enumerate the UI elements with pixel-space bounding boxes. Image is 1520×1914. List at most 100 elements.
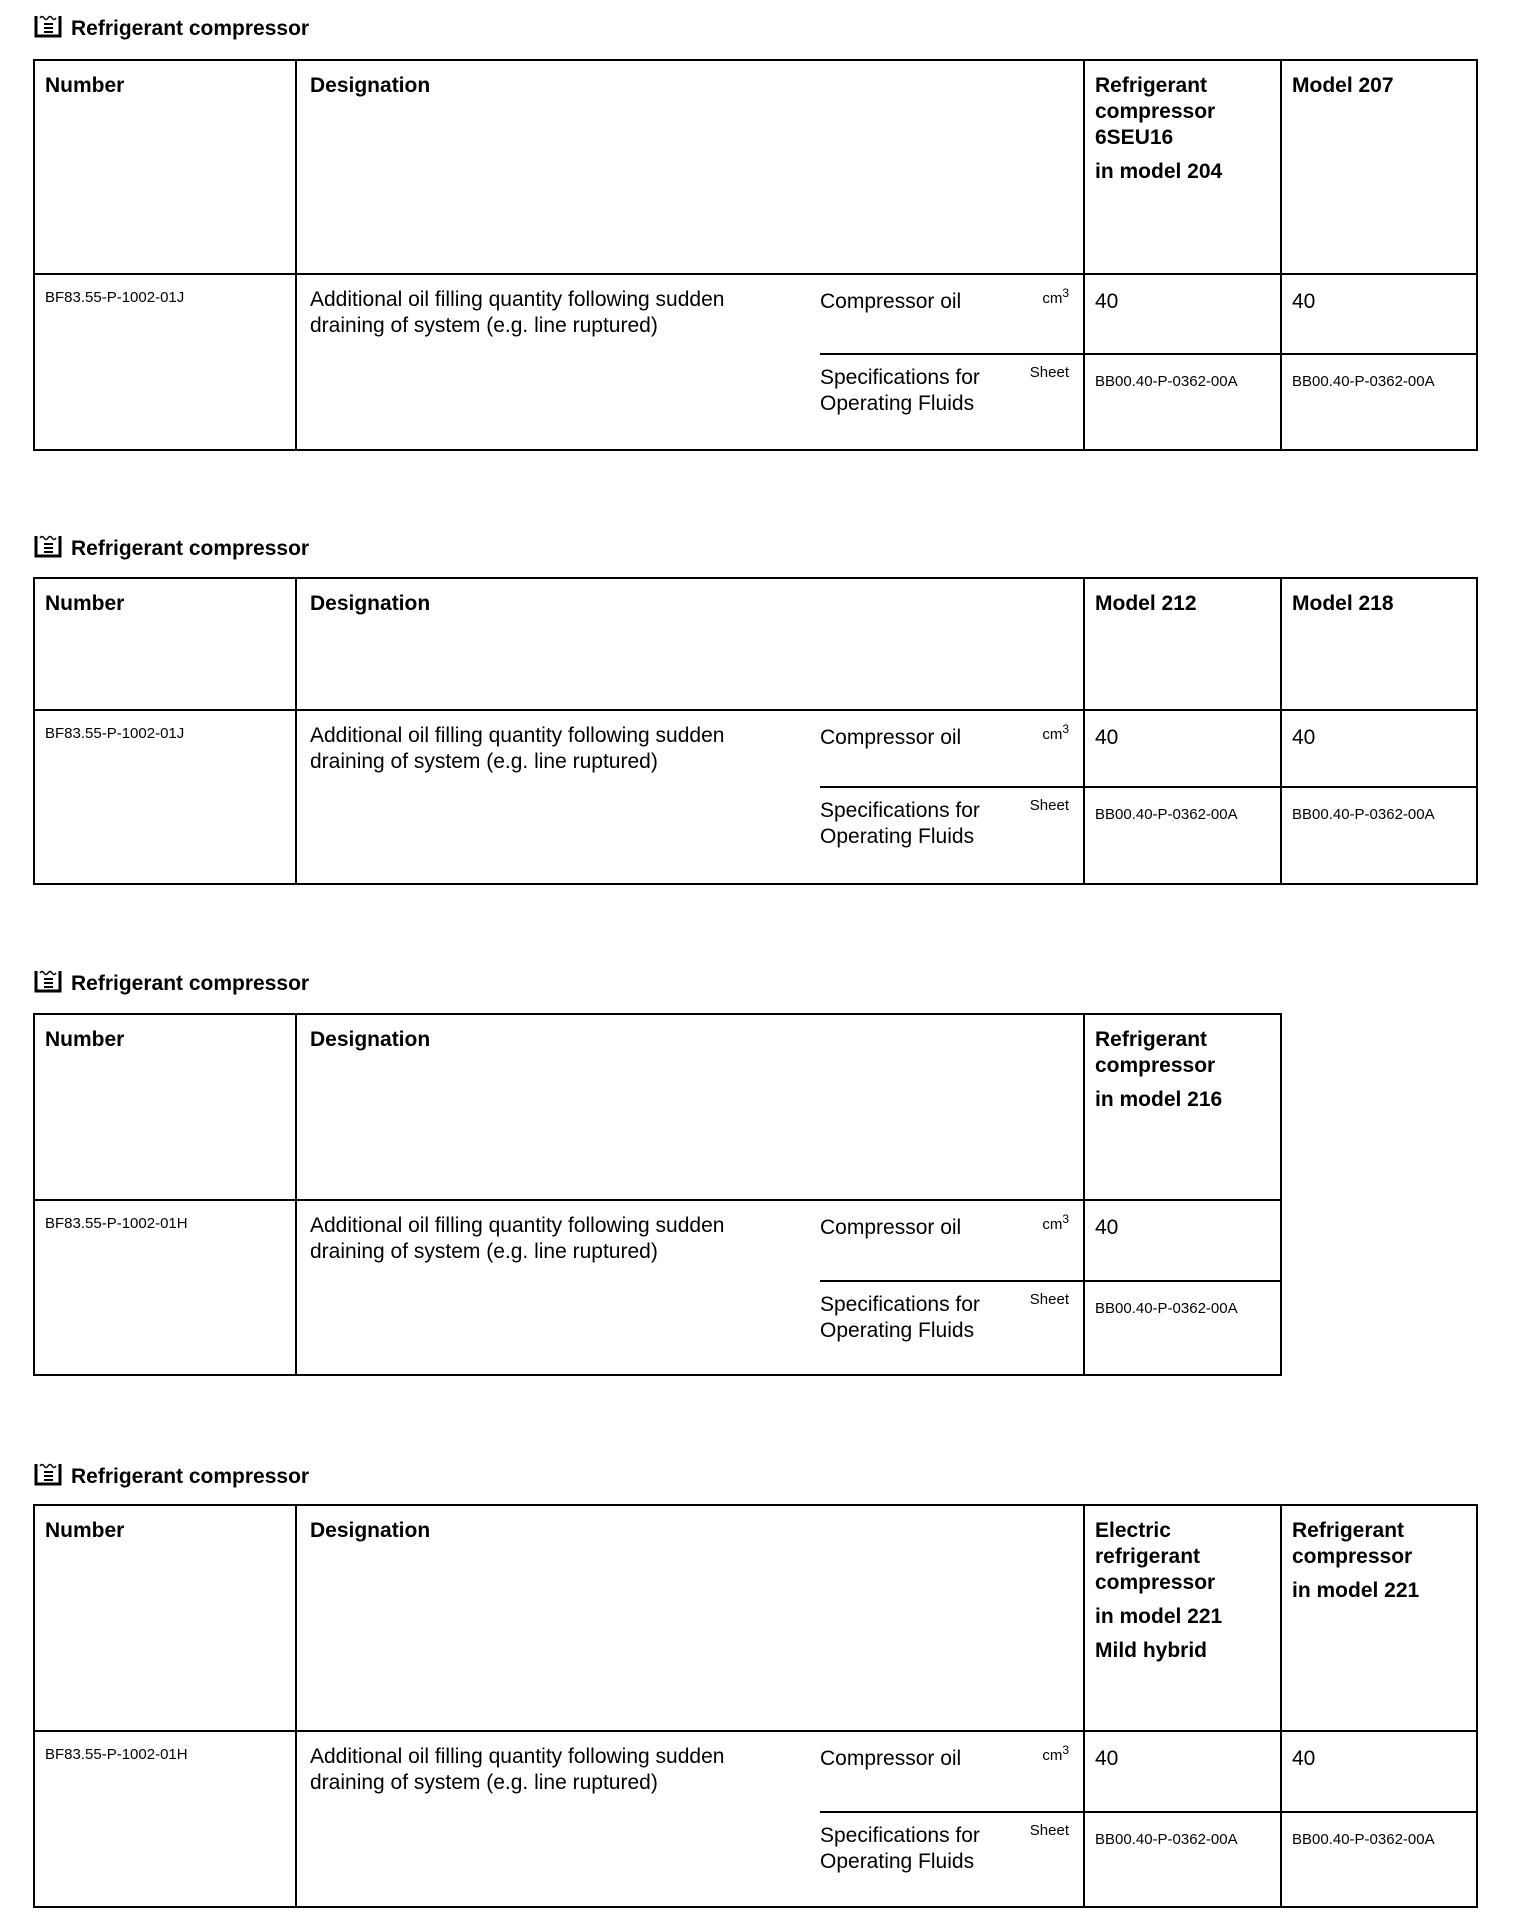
model-name-line: Model 207 [1292,74,1394,97]
value-cell: BB00.40-P-0362-00A [1280,786,1478,885]
unit-text: cm [1042,1747,1063,1764]
document-list-icon [33,968,63,1000]
header-model: Model 218 [1280,577,1478,711]
header-row: Number Designation Model 212 Model 218 [33,577,1478,711]
value-cell: BB00.40-P-0362-00A [1083,353,1282,451]
row-compressor-oil: BF83.55-P-1002-01H Additional oil filling… [33,1730,1478,1908]
model-name-line: compressor [1095,1054,1216,1077]
value-cell: 40 [1083,1199,1282,1282]
header-designation: Designation [295,1504,1085,1732]
model-name-line: Model 212 [1095,592,1197,615]
value-cell: BB00.40-P-0362-00A [1280,1811,1478,1908]
value-cell: BB00.40-P-0362-00A [1083,1280,1282,1376]
fluid-label-text: Compressor oil [820,726,962,749]
unit-label: Sheet [1030,797,1069,815]
fluid-label-text: Specifications for Operating Fluids [820,1293,980,1342]
fluid-label: Compressor oil cm3 [820,273,1085,355]
fluid-label-text: Specifications for Operating Fluids [820,1824,980,1873]
header-number: Number [33,577,297,711]
designation: Additional oil filling quantity followin… [295,273,820,451]
model-name-line: Refrigerant [1095,1028,1208,1051]
model-name-line: Refrigerant [1292,1519,1405,1542]
header-model: Refrigerant compressor in model 221 [1280,1504,1478,1732]
unit-text: Sheet [1029,797,1069,814]
fluid-label: Specifications for Operating Fluids Sheet [820,786,1085,885]
section-title-text: Refrigerant compressor [71,17,310,40]
spec-table: Number Designation Refrigerant compressor 6S… [33,59,1478,451]
section-title-text: Refrigerant compressor [71,972,310,995]
part-number: BF83.55-P-1002-01J [33,709,297,885]
fluid-label: Compressor oil cm3 [820,1199,1085,1282]
fluid-label-text: Specifications for Operating Fluids [820,799,980,848]
fluid-label: Specifications for Operating Fluids Sheet [820,353,1085,451]
part-number: BF83.55-P-1002-01J [33,273,297,451]
unit-label: cm3 [1042,720,1069,744]
row-compressor-oil: BF83.55-P-1002-01H Additional oil filling… [33,1199,1282,1376]
unit-label: cm3 [1042,1210,1069,1234]
document-list-icon [33,13,63,45]
row-specifications: Specifications for Operating Fluids Sheet… [34,786,1478,885]
section-title-text: Refrigerant compressor [71,537,310,560]
model-name-line: compressor [1095,1571,1216,1594]
fluid-label: Compressor oil cm3 [820,1730,1085,1813]
unit-label: cm3 [1042,1741,1069,1765]
value-cell: BB00.40-P-0362-00A [1083,786,1282,885]
header-model: Electric refrigerant compressor in model 22… [1083,1504,1282,1732]
unit-text: cm [1042,1216,1063,1233]
section-title: Refrigerant compressor [33,1461,309,1493]
section-title: Refrigerant compressor [33,533,309,565]
header-designation: Designation [295,59,1085,275]
header-number: Number [33,59,297,275]
header-number: Number [33,1013,297,1201]
designation: Additional oil filling quantity followin… [295,1199,820,1376]
row-specifications: Specifications for Operating Fluids Sheet… [34,353,1478,451]
model-name-line: Refrigerant [1095,74,1208,97]
unit-text: cm [1042,290,1063,307]
unit-text: cm [1042,726,1063,743]
value-cell: 40 [1280,273,1478,355]
header-row: Number Designation Refrigerant compressor 6S… [33,59,1478,275]
unit-label: Sheet [1030,1822,1069,1840]
fluid-label: Specifications for Operating Fluids Sheet [820,1280,1085,1376]
unit-text: Sheet [1029,1822,1069,1839]
unit-label: Sheet [1030,1291,1069,1309]
header-row: Number Designation Refrigerant compressor in… [33,1013,1282,1201]
header-designation: Designation [295,1013,1085,1201]
fluid-label-text: Compressor oil [820,290,962,313]
fluid-label-text: Specifications for Operating Fluids [820,366,980,415]
unit-superscript: 3 [1062,1212,1069,1226]
unit-superscript: 3 [1062,722,1069,736]
row-specifications: Specifications for Operating Fluids Sheet… [34,1280,1282,1376]
header-row: Number Designation Electric refrigerant comp… [33,1504,1478,1732]
row-compressor-oil: BF83.55-P-1002-01J Additional oil filling… [33,273,1478,451]
header-model: Model 212 [1083,577,1282,711]
value-cell: BB00.40-P-0362-00A [1280,353,1478,451]
model-sub-line: in model 204 [1095,160,1223,183]
model-name-line: refrigerant [1095,1545,1201,1568]
unit-text: Sheet [1029,364,1069,381]
header-model: Refrigerant compressor 6SEU16 in model 204 [1083,59,1282,275]
spec-table: Number Designation Model 212 Model 218 BF83.… [33,577,1478,885]
model-name-line: Electric [1095,1519,1171,1542]
designation: Additional oil filling quantity followin… [295,1730,820,1908]
fluid-label: Specifications for Operating Fluids Sheet [820,1811,1085,1908]
unit-superscript: 3 [1062,1743,1069,1757]
model-sub-line: in model 221 [1095,1605,1223,1628]
model-name-line: compressor [1095,100,1216,123]
header-designation: Designation [295,577,1085,711]
unit-label: cm3 [1042,284,1069,308]
value-cell: 40 [1083,709,1282,788]
model-sub-line: Mild hybrid [1095,1639,1207,1662]
row-compressor-oil: BF83.55-P-1002-01J Additional oil filling… [33,709,1478,885]
part-number: BF83.55-P-1002-01H [33,1199,297,1376]
value-cell: BB00.40-P-0362-00A [1083,1811,1282,1908]
document-list-icon [33,533,63,565]
row-specifications: Specifications for Operating Fluids Sheet… [34,1811,1478,1908]
value-cell: 40 [1083,1730,1282,1813]
model-sub-line: in model 221 [1292,1579,1420,1602]
part-number: BF83.55-P-1002-01H [33,1730,297,1908]
section-title: Refrigerant compressor [33,968,309,1000]
model-sub-line: in model 216 [1095,1088,1223,1111]
fluid-label-text: Compressor oil [820,1216,962,1239]
value-cell: 40 [1083,273,1282,355]
